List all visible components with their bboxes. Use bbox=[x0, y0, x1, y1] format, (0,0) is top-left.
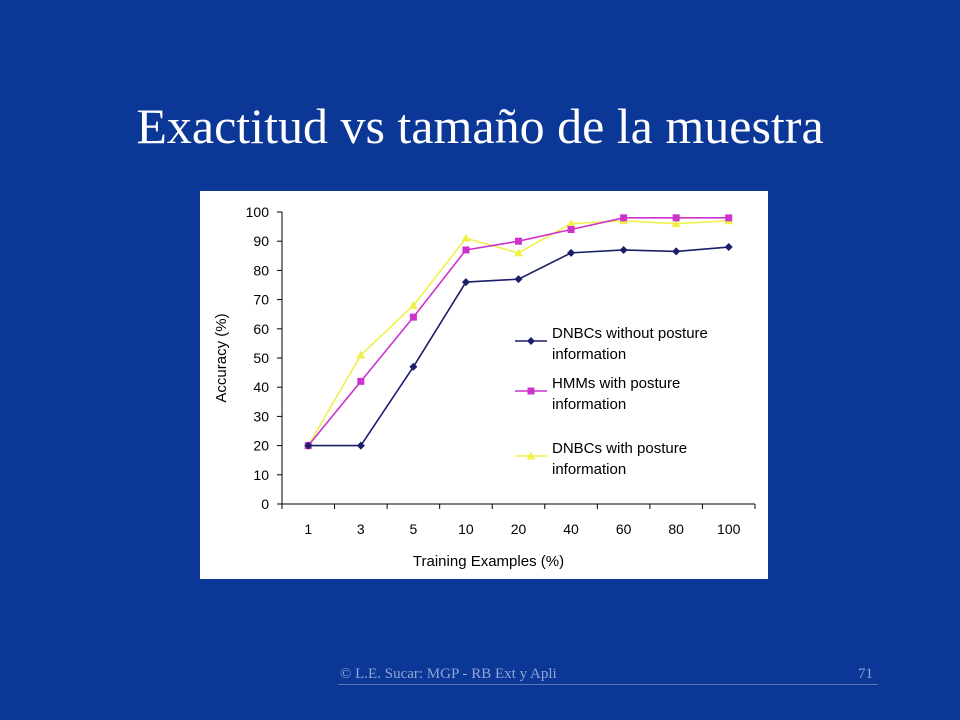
data-point bbox=[514, 275, 523, 284]
data-point bbox=[409, 362, 418, 371]
y-tick-label: 40 bbox=[253, 379, 269, 395]
legend-marker bbox=[526, 451, 536, 460]
data-point bbox=[357, 377, 365, 385]
data-point bbox=[620, 214, 628, 222]
y-tick-label: 100 bbox=[246, 204, 270, 220]
x-tick-label: 20 bbox=[511, 521, 527, 537]
x-tick-label: 60 bbox=[616, 521, 632, 537]
data-point bbox=[461, 233, 471, 242]
y-axis-title: Accuracy (%) bbox=[213, 313, 230, 402]
x-tick-label: 1 bbox=[304, 521, 312, 537]
legend-label: information bbox=[552, 396, 626, 413]
footer-credit: © L.E. Sucar: MGP - RB Ext y Apli bbox=[340, 666, 557, 682]
y-tick-label: 0 bbox=[261, 496, 269, 512]
y-tick-label: 30 bbox=[253, 408, 269, 424]
y-tick-label: 10 bbox=[253, 467, 269, 483]
y-tick-label: 80 bbox=[253, 262, 269, 278]
data-point bbox=[514, 248, 523, 257]
x-tick-label: 80 bbox=[668, 521, 684, 537]
data-point bbox=[672, 214, 680, 222]
data-point bbox=[567, 248, 576, 257]
y-tick-label: 60 bbox=[253, 321, 269, 337]
legend-marker bbox=[527, 337, 535, 345]
x-axis-title: Training Examples (%) bbox=[413, 553, 564, 570]
legend-marker bbox=[527, 387, 535, 395]
line-chart: 0 10 20 30 40 50 60 70 80 90 100 1 3 5 10 20 40 60 80 100 Tr… bbox=[213, 204, 756, 570]
x-tick-label: 10 bbox=[458, 521, 474, 537]
data-point bbox=[724, 243, 733, 252]
legend-label: DNBCs with posture bbox=[552, 440, 687, 457]
data-point bbox=[672, 247, 681, 256]
y-tick-label: 50 bbox=[253, 350, 269, 366]
x-tick-label: 3 bbox=[357, 521, 365, 537]
legend-label: information bbox=[552, 346, 626, 363]
chart-panel: 0 10 20 30 40 50 60 70 80 90 100 1 3 5 10 20 40 60 80 100 Tr… bbox=[200, 191, 768, 579]
y-tick-label: 20 bbox=[253, 438, 269, 454]
legend-label: information bbox=[552, 461, 626, 478]
data-point bbox=[408, 300, 418, 309]
x-tick-label: 40 bbox=[563, 521, 579, 537]
footer-divider bbox=[338, 684, 878, 685]
data-point bbox=[462, 246, 470, 254]
y-tick-label: 70 bbox=[253, 292, 269, 308]
slide-number: 71 bbox=[858, 666, 873, 682]
data-point bbox=[619, 245, 628, 254]
x-tick-label: 5 bbox=[409, 521, 417, 537]
legend-label: HMMs with posture bbox=[552, 375, 680, 392]
data-point bbox=[356, 350, 366, 359]
slide-title: Exactitud vs tamaño de la muestra bbox=[136, 98, 824, 154]
legend-label: DNBCs without posture bbox=[552, 325, 708, 342]
data-point bbox=[515, 237, 522, 245]
data-point bbox=[461, 278, 470, 287]
x-tick-label: 100 bbox=[717, 521, 741, 537]
data-point bbox=[725, 214, 733, 222]
data-point bbox=[671, 219, 681, 228]
data-point bbox=[304, 441, 313, 450]
data-point bbox=[356, 441, 365, 450]
y-tick-label: 90 bbox=[253, 233, 269, 249]
data-point bbox=[409, 313, 417, 321]
data-point bbox=[567, 226, 575, 234]
data-point bbox=[566, 219, 576, 228]
